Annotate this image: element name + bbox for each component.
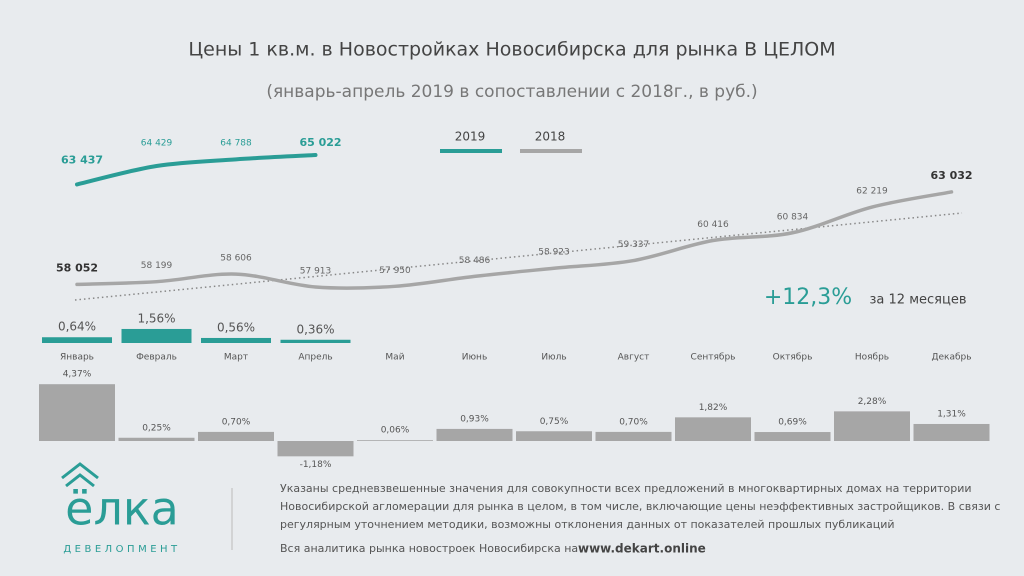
logo-sub: ДЕВЕЛОПМЕНТ xyxy=(63,544,180,555)
bar xyxy=(121,328,192,343)
x-tick-label: Август xyxy=(618,353,650,363)
logo: ёлка xyxy=(65,482,179,536)
bar xyxy=(42,337,112,343)
value-label: 0,06% xyxy=(381,426,410,436)
value-label: 57 950 xyxy=(379,266,411,276)
series-line xyxy=(75,190,954,290)
value-label: 60 834 xyxy=(777,212,809,222)
value-label: 58 199 xyxy=(141,261,173,271)
bar xyxy=(118,437,195,441)
bar xyxy=(436,428,513,441)
value-label: 59 337 xyxy=(618,240,650,250)
value-label: 58 923 xyxy=(538,248,570,258)
x-tick-label: Январь xyxy=(60,353,94,363)
value-label: 60 416 xyxy=(697,220,729,230)
bar xyxy=(595,431,672,441)
x-tick-label: Май xyxy=(385,353,404,363)
value-label: 0,70% xyxy=(222,417,251,427)
value-label: 64 788 xyxy=(220,139,252,149)
value-label: 2,28% xyxy=(858,397,887,407)
value-label: 0,75% xyxy=(540,417,569,427)
value-label: 62 219 xyxy=(856,187,888,197)
value-label: -1,18% xyxy=(300,460,332,470)
bar xyxy=(754,432,831,441)
chart-title: Цены 1 кв.м. в Новостройках Новосибирска… xyxy=(188,39,835,61)
value-label: 0,56% xyxy=(217,320,255,334)
bar xyxy=(913,423,990,441)
bar xyxy=(357,440,433,441)
value-label: 58 052 xyxy=(56,261,98,274)
value-label: 1,31% xyxy=(937,409,966,419)
bar xyxy=(198,431,274,441)
footer-link-text: Вся аналитика рынка новостроек Новосибир… xyxy=(280,542,578,555)
legend-label: 2019 xyxy=(455,130,486,144)
series-line xyxy=(75,153,318,187)
footer-note: Новосибирской агломерации для рынка в це… xyxy=(280,500,1000,513)
footer-link: www.dekart.online xyxy=(578,542,706,556)
value-label: 63 437 xyxy=(61,153,103,166)
bar xyxy=(201,337,271,343)
bar xyxy=(280,339,351,343)
footer-note: Указаны средневзвешенные значения для со… xyxy=(280,482,972,495)
x-tick-label: Октябрь xyxy=(773,353,813,363)
value-label: 0,69% xyxy=(778,418,807,428)
x-tick-label: Сентябрь xyxy=(691,353,736,363)
value-label: 63 032 xyxy=(930,169,972,182)
x-tick-label: Июнь xyxy=(462,353,488,363)
chart-subtitle: (январь-апрель 2019 в сопоставлении с 20… xyxy=(266,82,757,102)
value-label: 64 429 xyxy=(141,139,173,149)
value-label: 0,25% xyxy=(142,423,171,433)
value-label: 0,93% xyxy=(460,414,489,424)
value-label: 0,64% xyxy=(58,320,96,334)
value-label: 58 486 xyxy=(459,256,491,266)
x-tick-label: Декабрь xyxy=(931,353,971,363)
value-label: 1,56% xyxy=(137,311,175,325)
value-label: 0,70% xyxy=(619,417,648,427)
x-tick-label: Апрель xyxy=(298,353,332,363)
value-label: 1,82% xyxy=(699,403,728,413)
value-label: 0,36% xyxy=(296,322,334,336)
bar xyxy=(834,411,910,441)
footer-note: регулярным уточнением методики, возможны… xyxy=(280,518,895,531)
annotation: +12,3% xyxy=(764,285,852,310)
value-label: 58 606 xyxy=(220,254,252,264)
bar xyxy=(39,384,115,441)
legend-label: 2018 xyxy=(535,130,566,144)
bar xyxy=(516,431,592,441)
x-tick-label: Ноябрь xyxy=(855,353,889,363)
bar xyxy=(277,441,354,457)
annotation-note: за 12 месяцев xyxy=(870,293,967,308)
x-tick-label: Март xyxy=(224,353,248,363)
logo-icon xyxy=(61,462,99,488)
bar xyxy=(675,417,751,441)
value-label: 57 913 xyxy=(300,267,332,277)
value-label: 65 022 xyxy=(299,136,341,149)
x-tick-label: Февраль xyxy=(136,353,177,363)
value-label: 4,37% xyxy=(63,370,92,380)
x-tick-label: Июль xyxy=(541,353,566,363)
